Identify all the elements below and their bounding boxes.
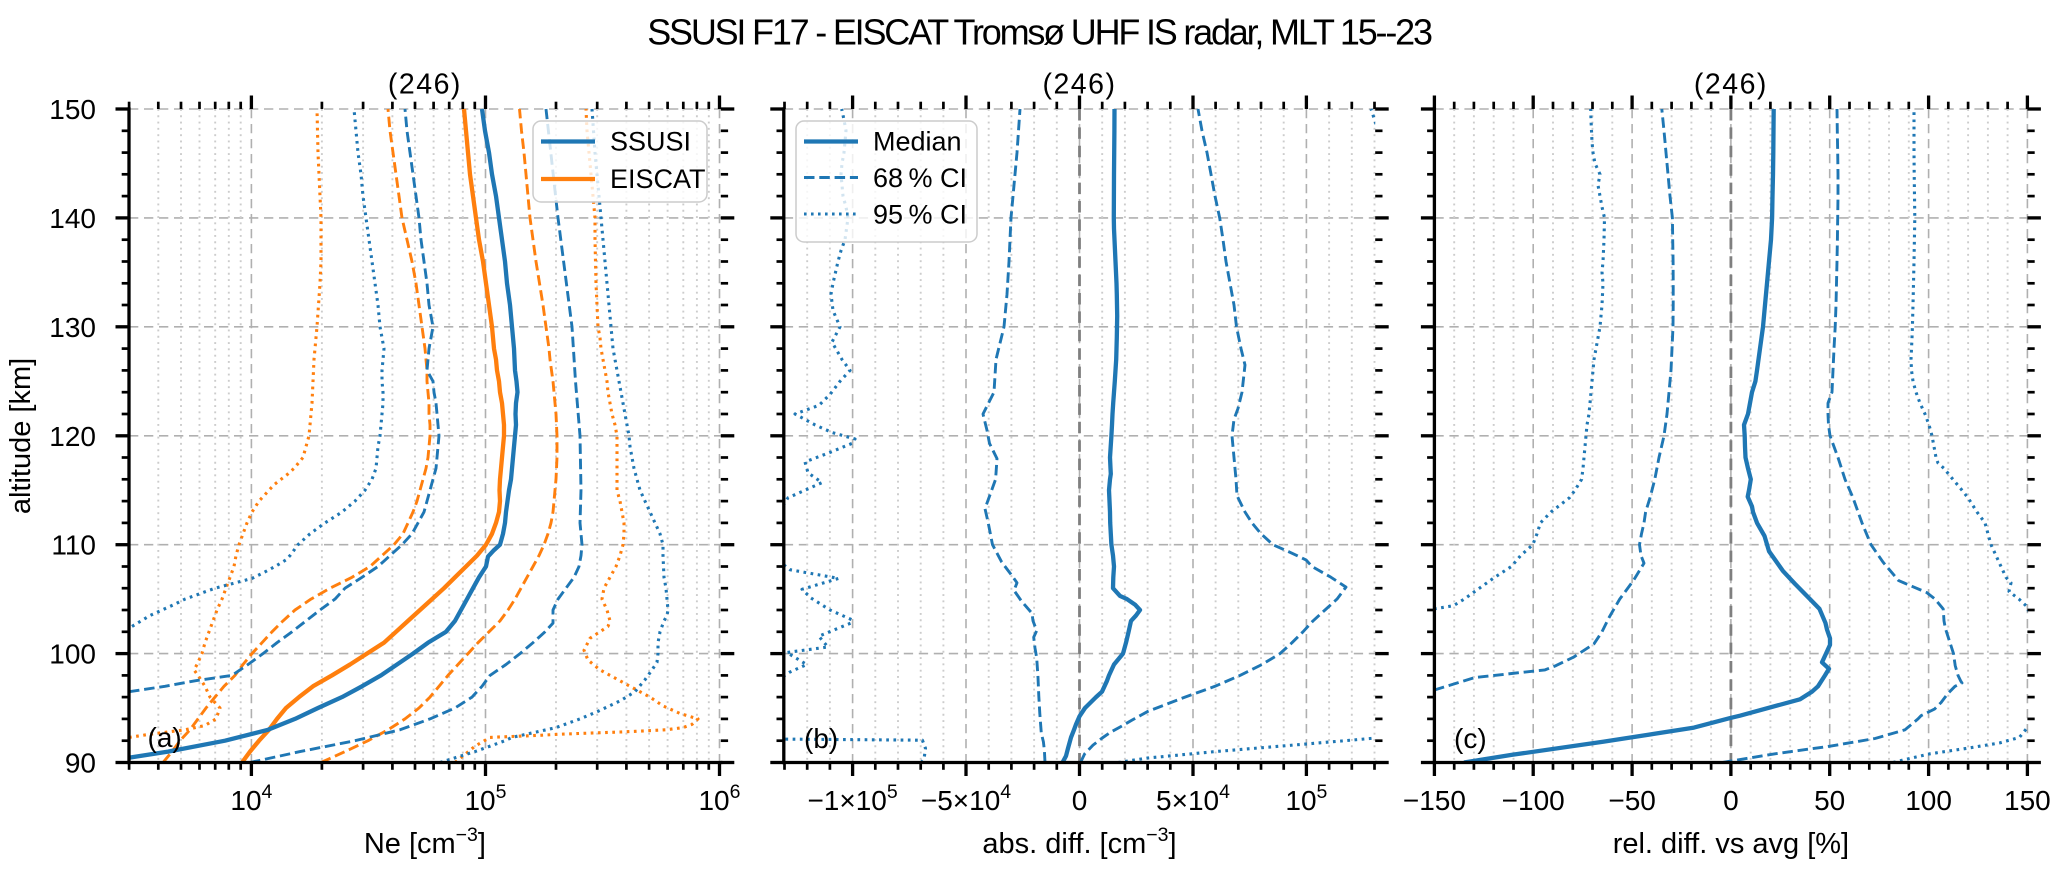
- svg-text:90: 90: [65, 748, 96, 779]
- svg-text:(b): (b): [804, 723, 838, 754]
- svg-text:130: 130: [49, 312, 96, 343]
- svg-text:110: 110: [51, 530, 96, 561]
- svg-text:−100: −100: [1502, 785, 1565, 816]
- svg-text:150: 150: [49, 94, 96, 125]
- svg-text:−5×104: −5×104: [921, 781, 1011, 816]
- svg-text:rel. diff. vs avg [%]: rel. diff. vs avg [%]: [1613, 828, 1849, 860]
- svg-text:altitude [km]: altitude [km]: [5, 358, 37, 514]
- svg-text:−150: −150: [1403, 785, 1466, 816]
- svg-text:(246): (246): [1042, 69, 1116, 101]
- svg-text:5×104: 5×104: [1156, 781, 1230, 816]
- svg-text:Median: Median: [873, 127, 962, 157]
- svg-text:SSUSI F17 - EISCAT Tromsø UHF: SSUSI F17 - EISCAT Tromsø UHF IS radar, …: [647, 12, 1432, 53]
- svg-text:50: 50: [1814, 785, 1845, 816]
- svg-text:SSUSI: SSUSI: [610, 127, 691, 157]
- svg-text:(246): (246): [1694, 69, 1768, 101]
- svg-text:abs. diff. [cm−3]: abs. diff. [cm−3]: [982, 824, 1176, 860]
- svg-text:0: 0: [1723, 785, 1739, 816]
- svg-text:(246): (246): [388, 69, 462, 101]
- svg-text:100: 100: [1905, 785, 1952, 816]
- svg-text:(c): (c): [1454, 723, 1487, 754]
- svg-text:95 % CI: 95 % CI: [873, 200, 967, 230]
- svg-text:−50: −50: [1608, 785, 1656, 816]
- svg-text:EISCAT: EISCAT: [610, 164, 706, 194]
- svg-text:0: 0: [1072, 785, 1088, 816]
- svg-text:(a): (a): [148, 722, 182, 753]
- svg-text:120: 120: [49, 421, 96, 452]
- svg-text:−1×105: −1×105: [807, 781, 897, 816]
- svg-text:150: 150: [2004, 785, 2051, 816]
- svg-text:100: 100: [49, 639, 96, 670]
- svg-text:140: 140: [49, 203, 96, 234]
- svg-text:68 % CI: 68 % CI: [873, 163, 967, 193]
